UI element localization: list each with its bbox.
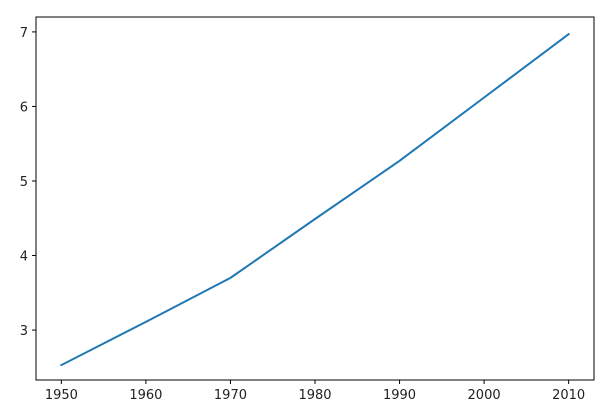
x-tick-label: 1960 [129, 388, 162, 403]
axis-ticks: 1950 1960 1970 1980 1990 2000 2010 3 4 5 6 7 [20, 26, 585, 403]
x-tick-label: 1950 [45, 388, 78, 403]
x-tick-label: 1980 [298, 388, 331, 403]
y-tick-label: 4 [20, 250, 28, 265]
series-line [60, 32, 571, 367]
plot-frame [35, 16, 595, 381]
y-tick-label: 5 [20, 175, 28, 190]
plot-area [36, 17, 594, 380]
y-tick-label: 7 [20, 26, 28, 41]
series-lines [60, 32, 571, 367]
y-tick-label: 6 [20, 100, 28, 115]
x-tick-label: 2010 [552, 388, 585, 403]
x-tick-label: 2000 [468, 388, 501, 403]
x-tick-label: 1990 [383, 388, 416, 403]
y-tick-label: 3 [20, 324, 28, 339]
x-tick-label: 1970 [214, 388, 247, 403]
